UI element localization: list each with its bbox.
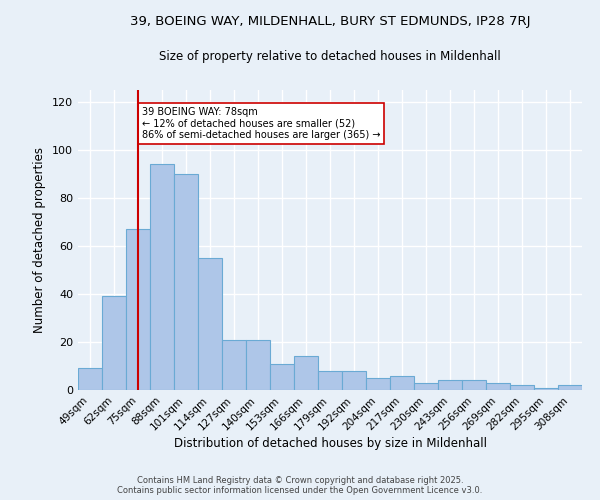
Bar <box>174 174 198 390</box>
Text: Contains HM Land Registry data © Crown copyright and database right 2025.
Contai: Contains HM Land Registry data © Crown c… <box>118 476 482 495</box>
X-axis label: Distribution of detached houses by size in Mildenhall: Distribution of detached houses by size … <box>173 438 487 450</box>
Bar <box>462 380 486 390</box>
Text: Size of property relative to detached houses in Mildenhall: Size of property relative to detached ho… <box>159 50 501 63</box>
Bar <box>126 229 150 390</box>
Bar <box>102 296 126 390</box>
Bar <box>198 258 222 390</box>
Bar <box>558 385 582 390</box>
Y-axis label: Number of detached properties: Number of detached properties <box>34 147 46 333</box>
Bar <box>270 364 294 390</box>
Bar <box>246 340 270 390</box>
Bar <box>414 383 438 390</box>
Bar <box>486 383 510 390</box>
Text: 39 BOEING WAY: 78sqm
← 12% of detached houses are smaller (52)
86% of semi-detac: 39 BOEING WAY: 78sqm ← 12% of detached h… <box>142 107 380 140</box>
Bar <box>438 380 462 390</box>
Bar <box>366 378 390 390</box>
Bar <box>78 368 102 390</box>
Bar <box>534 388 558 390</box>
Bar <box>342 371 366 390</box>
Text: 39, BOEING WAY, MILDENHALL, BURY ST EDMUNDS, IP28 7RJ: 39, BOEING WAY, MILDENHALL, BURY ST EDMU… <box>130 15 530 28</box>
Bar <box>318 371 342 390</box>
Bar <box>222 340 246 390</box>
Bar <box>150 164 174 390</box>
Bar <box>390 376 414 390</box>
Bar <box>510 385 534 390</box>
Bar <box>294 356 318 390</box>
